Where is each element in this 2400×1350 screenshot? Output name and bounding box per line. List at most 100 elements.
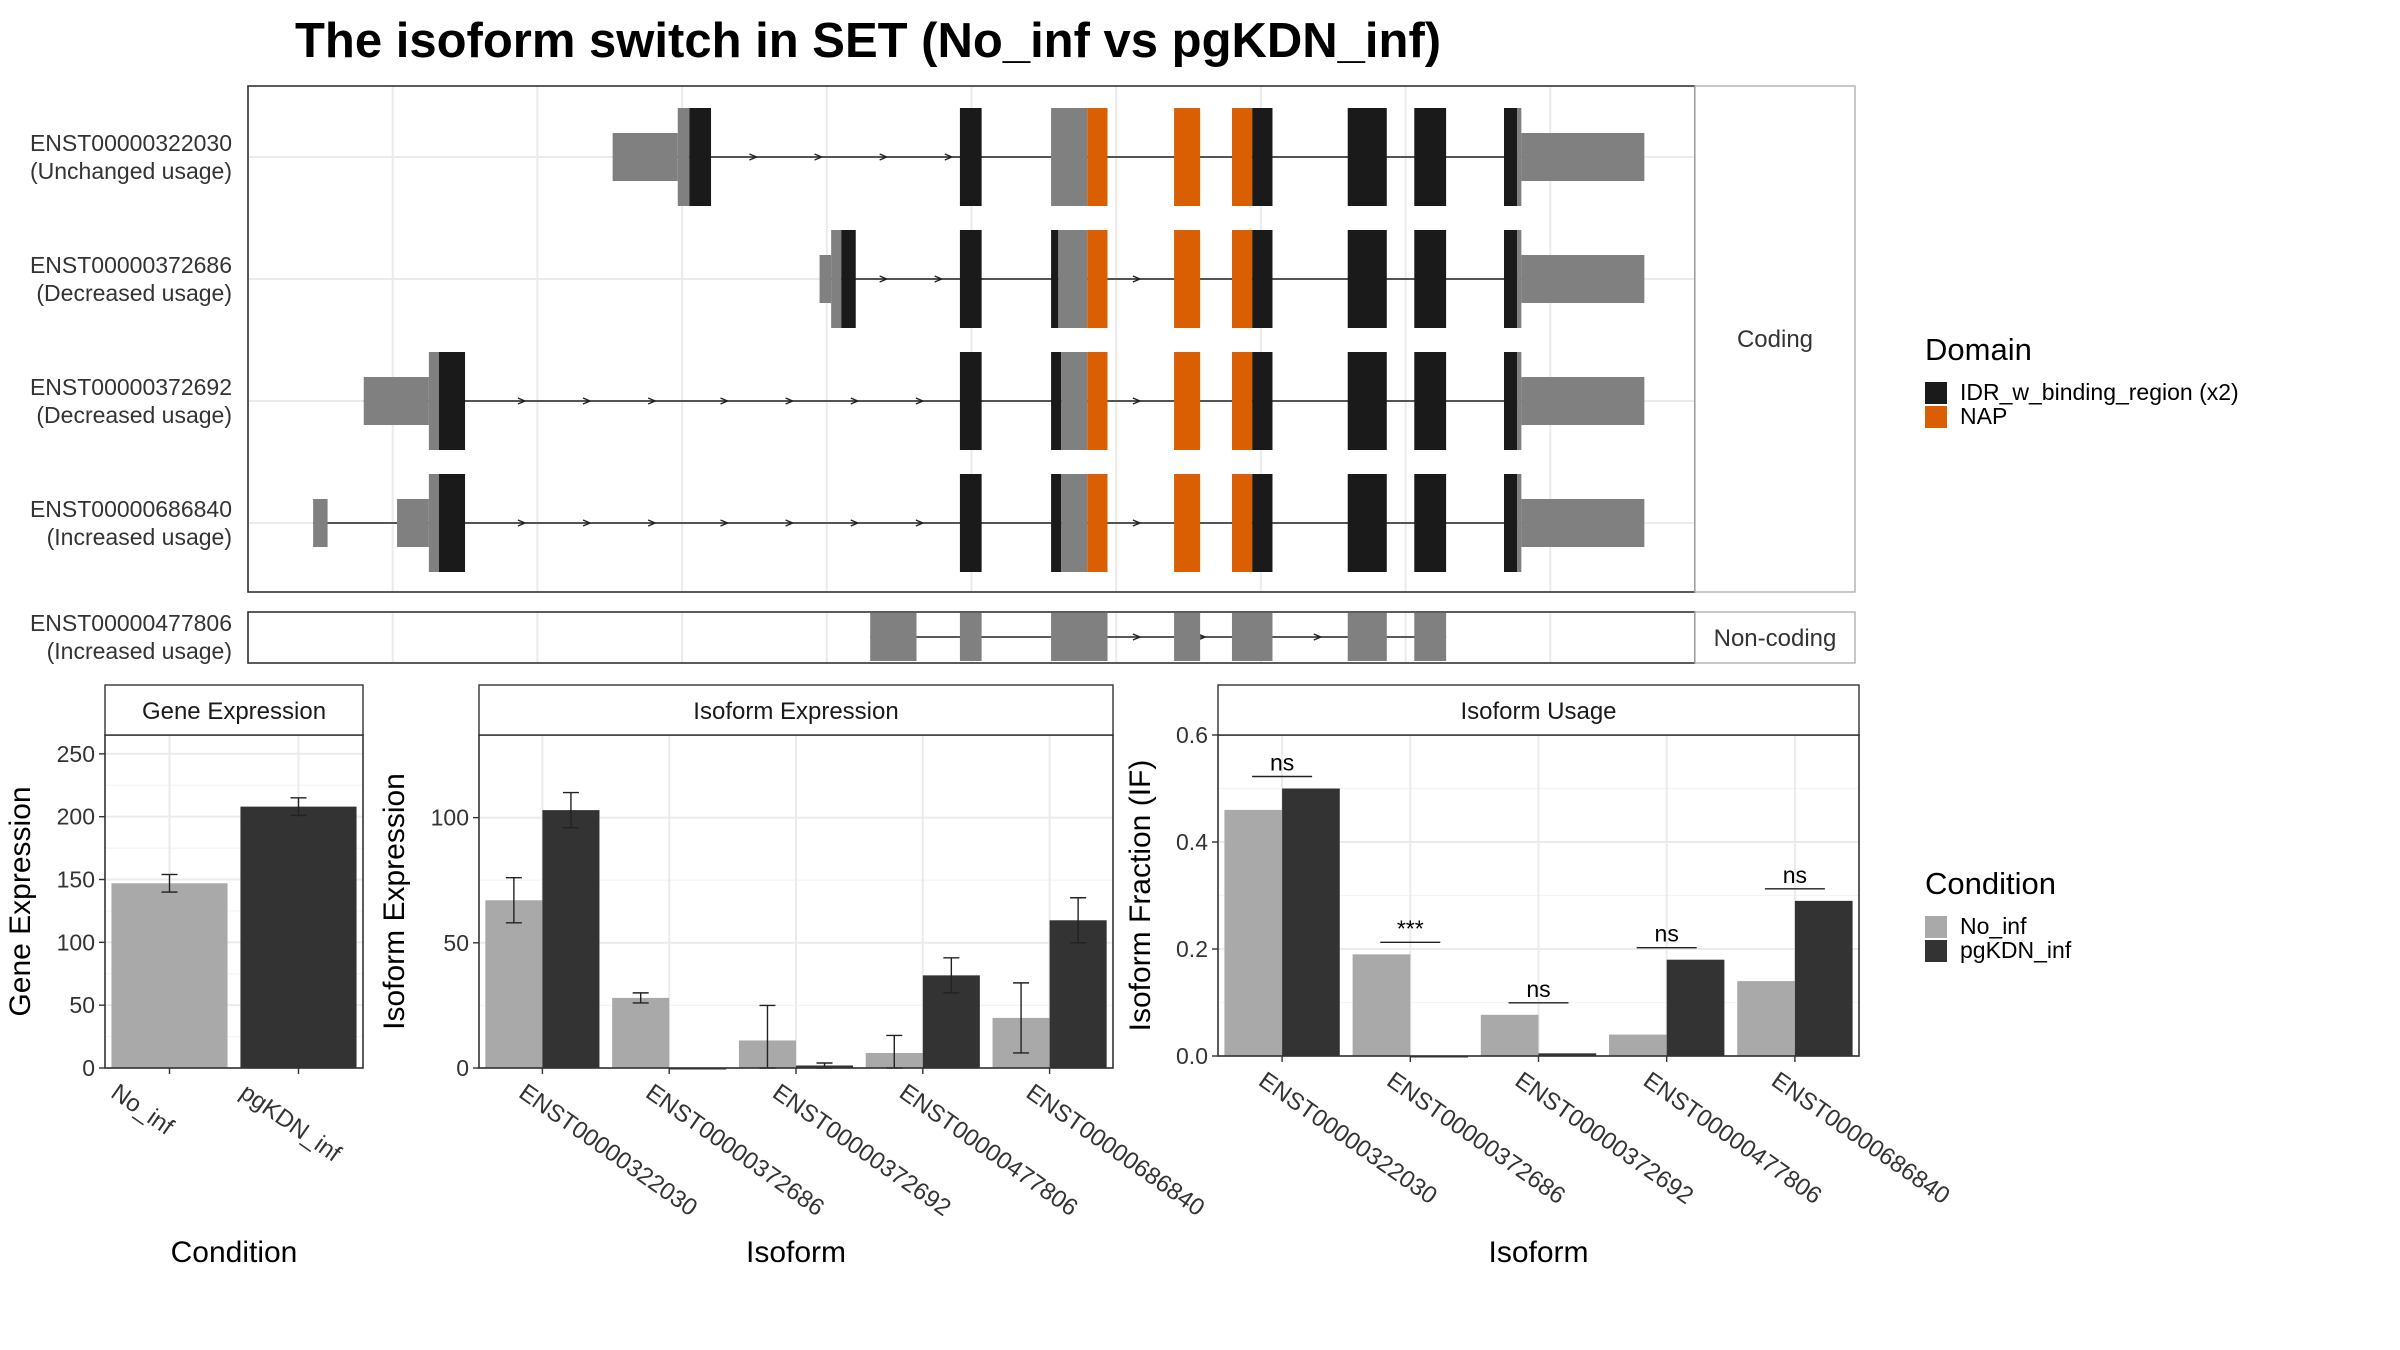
- significance-label: ns: [1783, 862, 1807, 888]
- y-axis-title: Gene Expression: [4, 786, 37, 1016]
- idr-domain-block: [1414, 474, 1447, 572]
- transcript-structure-panel: ENST00000322030(Unchanged usage) ENST0000…: [30, 85, 1856, 664]
- exon-block: [1414, 613, 1447, 661]
- idr-domain-block: [959, 230, 982, 328]
- bar: [542, 810, 600, 1068]
- x-axis-title: Isoform: [1488, 1236, 1588, 1269]
- exon-block: [1517, 474, 1522, 572]
- idr-domain-block: [959, 474, 982, 572]
- idr-domain-block: [959, 108, 982, 206]
- transcript-usage-label: (Increased usage): [47, 524, 232, 550]
- condition-legend-swatch: [1925, 916, 1947, 938]
- exon-block: [819, 255, 832, 303]
- idr-domain-block: [1347, 230, 1387, 328]
- condition-legend-label: No_inf: [1960, 913, 2027, 939]
- intron-arrow: [1313, 633, 1323, 641]
- nap-domain-block: [1174, 352, 1201, 450]
- x-tick-label: pgKDN_inf: [235, 1079, 346, 1168]
- idr-domain-block: [439, 474, 466, 572]
- nap-domain-block: [1174, 230, 1201, 328]
- idr-domain-block: [1503, 474, 1518, 572]
- noncoding-strip-label: Non-coding: [1714, 625, 1837, 652]
- idr-domain-block: [841, 230, 856, 328]
- bar: [1538, 1053, 1597, 1056]
- intron-arrow: [720, 519, 730, 527]
- y-tick-label: 100: [431, 805, 469, 831]
- bar: [1609, 1034, 1667, 1056]
- exon-block: [1521, 377, 1645, 425]
- exon-block: [1231, 613, 1273, 661]
- intron-arrow: [1197, 633, 1207, 641]
- noncoding-strip: [1694, 611, 1856, 664]
- coding-strip: [1694, 85, 1856, 593]
- intron-arrow: [1132, 519, 1142, 527]
- exon-block: [831, 230, 842, 328]
- nap-domain-block: [1231, 474, 1253, 572]
- figure-title: The isoform switch in SET (No_inf vs pgK…: [295, 14, 1441, 68]
- condition-legend-title: Condition: [1925, 866, 2056, 901]
- transcript-id-label: ENST00000686840: [30, 496, 232, 522]
- intron-arrow: [785, 519, 795, 527]
- exon-block: [1061, 352, 1088, 450]
- intron-arrow: [582, 397, 592, 405]
- exon-block: [1517, 230, 1522, 328]
- bar: [1794, 900, 1853, 1056]
- exon-block: [1521, 499, 1645, 547]
- idr-domain-block: [1252, 474, 1273, 572]
- exon-block: [1174, 613, 1201, 661]
- nap-domain-block: [1087, 230, 1108, 328]
- y-tick-label: 100: [57, 929, 95, 955]
- exon-block: [1517, 352, 1522, 450]
- exon-block: [1521, 133, 1645, 181]
- transcript-id-label: ENST00000477806: [30, 610, 232, 636]
- exon-block: [870, 613, 917, 661]
- idr-domain-block: [1051, 474, 1062, 572]
- intron-arrow: [647, 519, 657, 527]
- bar: [1352, 954, 1411, 1056]
- transcript-usage-label: (Decreased usage): [36, 280, 232, 306]
- nap-domain-block: [1087, 474, 1108, 572]
- intron-arrow: [879, 153, 889, 161]
- nap-domain-block: [1231, 108, 1253, 206]
- panel-strip-title: Gene Expression: [142, 698, 326, 725]
- idr-domain-block: [1503, 352, 1518, 450]
- idr-domain-block: [1347, 474, 1387, 572]
- exon-block: [1521, 255, 1645, 303]
- nap-domain-block: [1174, 474, 1201, 572]
- domain-legend-swatch: [1925, 382, 1947, 404]
- exon-block: [313, 499, 328, 547]
- domain-legend-swatch: [1925, 406, 1947, 428]
- nap-domain-block: [1174, 108, 1201, 206]
- bar: [485, 900, 543, 1068]
- exon-block: [1051, 108, 1088, 206]
- condition-legend-label: pgKDN_inf: [1960, 937, 2072, 963]
- idr-domain-block: [1414, 230, 1447, 328]
- exon-block: [1051, 613, 1108, 661]
- bar: [240, 806, 357, 1068]
- intron-arrow: [850, 397, 860, 405]
- intron-arrow: [749, 153, 759, 161]
- intron-arrow: [915, 397, 925, 405]
- intron-arrow: [517, 397, 527, 405]
- intron-arrow: [934, 275, 944, 283]
- idr-domain-block: [1414, 352, 1447, 450]
- significance-label: ns: [1655, 921, 1679, 947]
- idr-domain-block: [959, 352, 982, 450]
- y-tick-label: 0.4: [1176, 829, 1208, 855]
- intron-arrow: [879, 275, 889, 283]
- transcript-usage-label: (Decreased usage): [36, 402, 232, 428]
- bar: [111, 883, 228, 1068]
- idr-domain-block: [1051, 352, 1062, 450]
- panel-strip: [478, 684, 1114, 736]
- exon-block: [1058, 230, 1088, 328]
- idr-domain-block: [1414, 108, 1447, 206]
- y-tick-label: 0: [82, 1055, 95, 1081]
- transcript-id-label: ENST00000372686: [30, 252, 232, 278]
- y-tick-label: 0.2: [1176, 936, 1208, 962]
- y-tick-label: 0.6: [1176, 722, 1208, 748]
- transcript-id-label: ENST00000322030: [30, 130, 232, 156]
- exon-block: [428, 474, 440, 572]
- intron-arrow: [720, 397, 730, 405]
- bar: [1224, 809, 1283, 1056]
